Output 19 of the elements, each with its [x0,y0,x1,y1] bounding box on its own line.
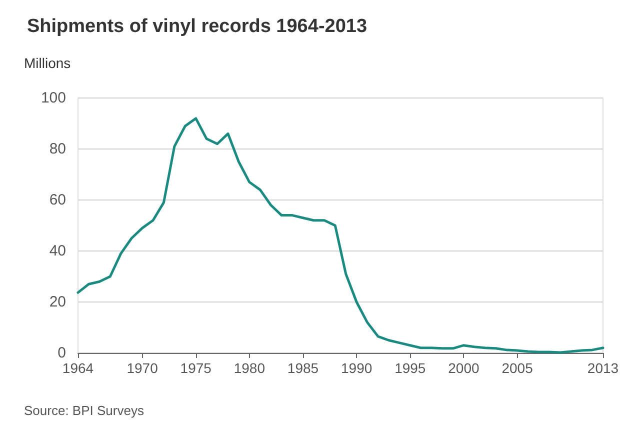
chart-title: Shipments of vinyl records 1964-2013 [27,16,368,37]
y-tick-label: 40 [49,242,66,260]
x-tick-label: 1985 [287,360,319,376]
x-tick-label: 1995 [394,360,426,376]
x-tick-label: 2013 [587,360,619,376]
x-tick-label: 2005 [502,360,534,376]
x-tick-label: 1970 [126,360,158,376]
y-axis-title: Millions [24,55,71,71]
y-tick-label: 100 [40,90,66,106]
x-tick-label: 1990 [340,360,372,376]
y-tick-label: 80 [49,140,66,158]
x-tick-label: 1980 [234,360,266,376]
x-tick-label: 1964 [62,360,94,376]
y-tick-label: 60 [49,192,66,208]
x-tick-label: 2000 [448,360,480,376]
y-tick-label: 0 [58,344,66,362]
x-tick-label: 1975 [180,360,212,376]
source-note: Source: BPI Surveys [24,403,144,418]
y-tick-label: 20 [49,294,66,310]
